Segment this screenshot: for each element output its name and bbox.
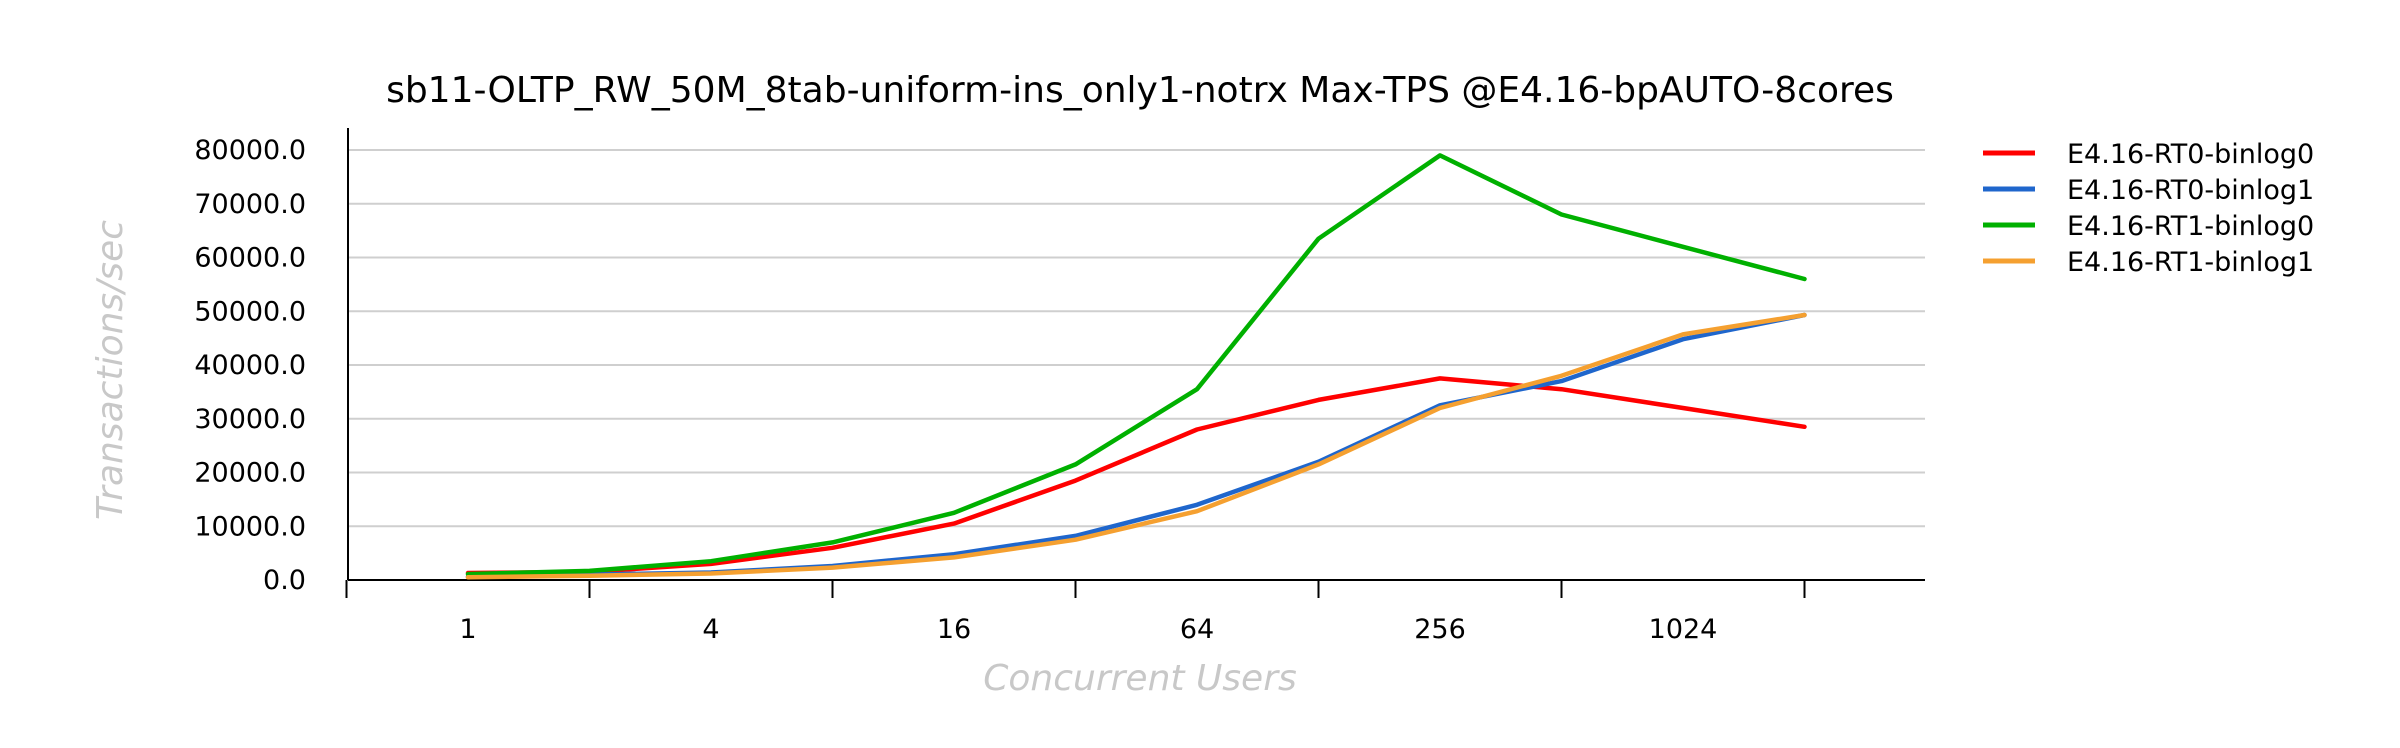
x-tick-label: 256 <box>1414 614 1466 645</box>
y-tick-label: 60000.0 <box>194 243 306 274</box>
x-tick-label: 1 <box>459 614 476 645</box>
x-tick-label: 64 <box>1180 614 1214 645</box>
series-line-E4.16-RT1-binlog0 <box>465 153 1807 577</box>
legend-label: E4.16-RT1-binlog1 <box>2067 247 2314 278</box>
axes: 0.0 10000.0 20000.0 30000.0 40000.0 50000.0 60… <box>194 128 1925 645</box>
x-axis-title: Concurrent Users <box>983 658 1297 699</box>
x-tick-label: 1024 <box>1649 614 1718 645</box>
y-tick-label: 30000.0 <box>194 404 306 435</box>
gridlines <box>348 149 1925 528</box>
legend-label: E4.16-RT1-binlog0 <box>2067 211 2314 242</box>
y-tick-label: 50000.0 <box>194 296 306 327</box>
chart-title: sb11-OLTP_RW_50M_8tab-uniform-ins_only1-… <box>386 70 1894 111</box>
x-tick-label: 16 <box>937 614 971 645</box>
y-tick-label: 40000.0 <box>194 350 306 381</box>
y-tick-label: 10000.0 <box>194 511 306 542</box>
legend-label: E4.16-RT0-binlog0 <box>2067 139 2314 170</box>
y-axis-title: Transactions/sec <box>90 220 131 520</box>
y-tick-label: 0.0 <box>263 565 306 596</box>
series-line-E4.16-RT0-binlog1 <box>465 312 1807 580</box>
y-tick-label: 80000.0 <box>194 135 306 166</box>
series-lines <box>465 153 1807 580</box>
y-tick-label: 70000.0 <box>194 189 306 220</box>
x-tick-label: 4 <box>702 614 719 645</box>
legend-label: E4.16-RT0-binlog1 <box>2067 175 2314 206</box>
series-line-E4.16-RT1-binlog1 <box>465 312 1807 580</box>
y-tick-label: 20000.0 <box>194 458 306 489</box>
legend: E4.16-RT0-binlog0 E4.16-RT0-binlog1 E4.16-… <box>1983 139 2314 278</box>
series-line-E4.16-RT0-binlog0 <box>465 376 1807 576</box>
